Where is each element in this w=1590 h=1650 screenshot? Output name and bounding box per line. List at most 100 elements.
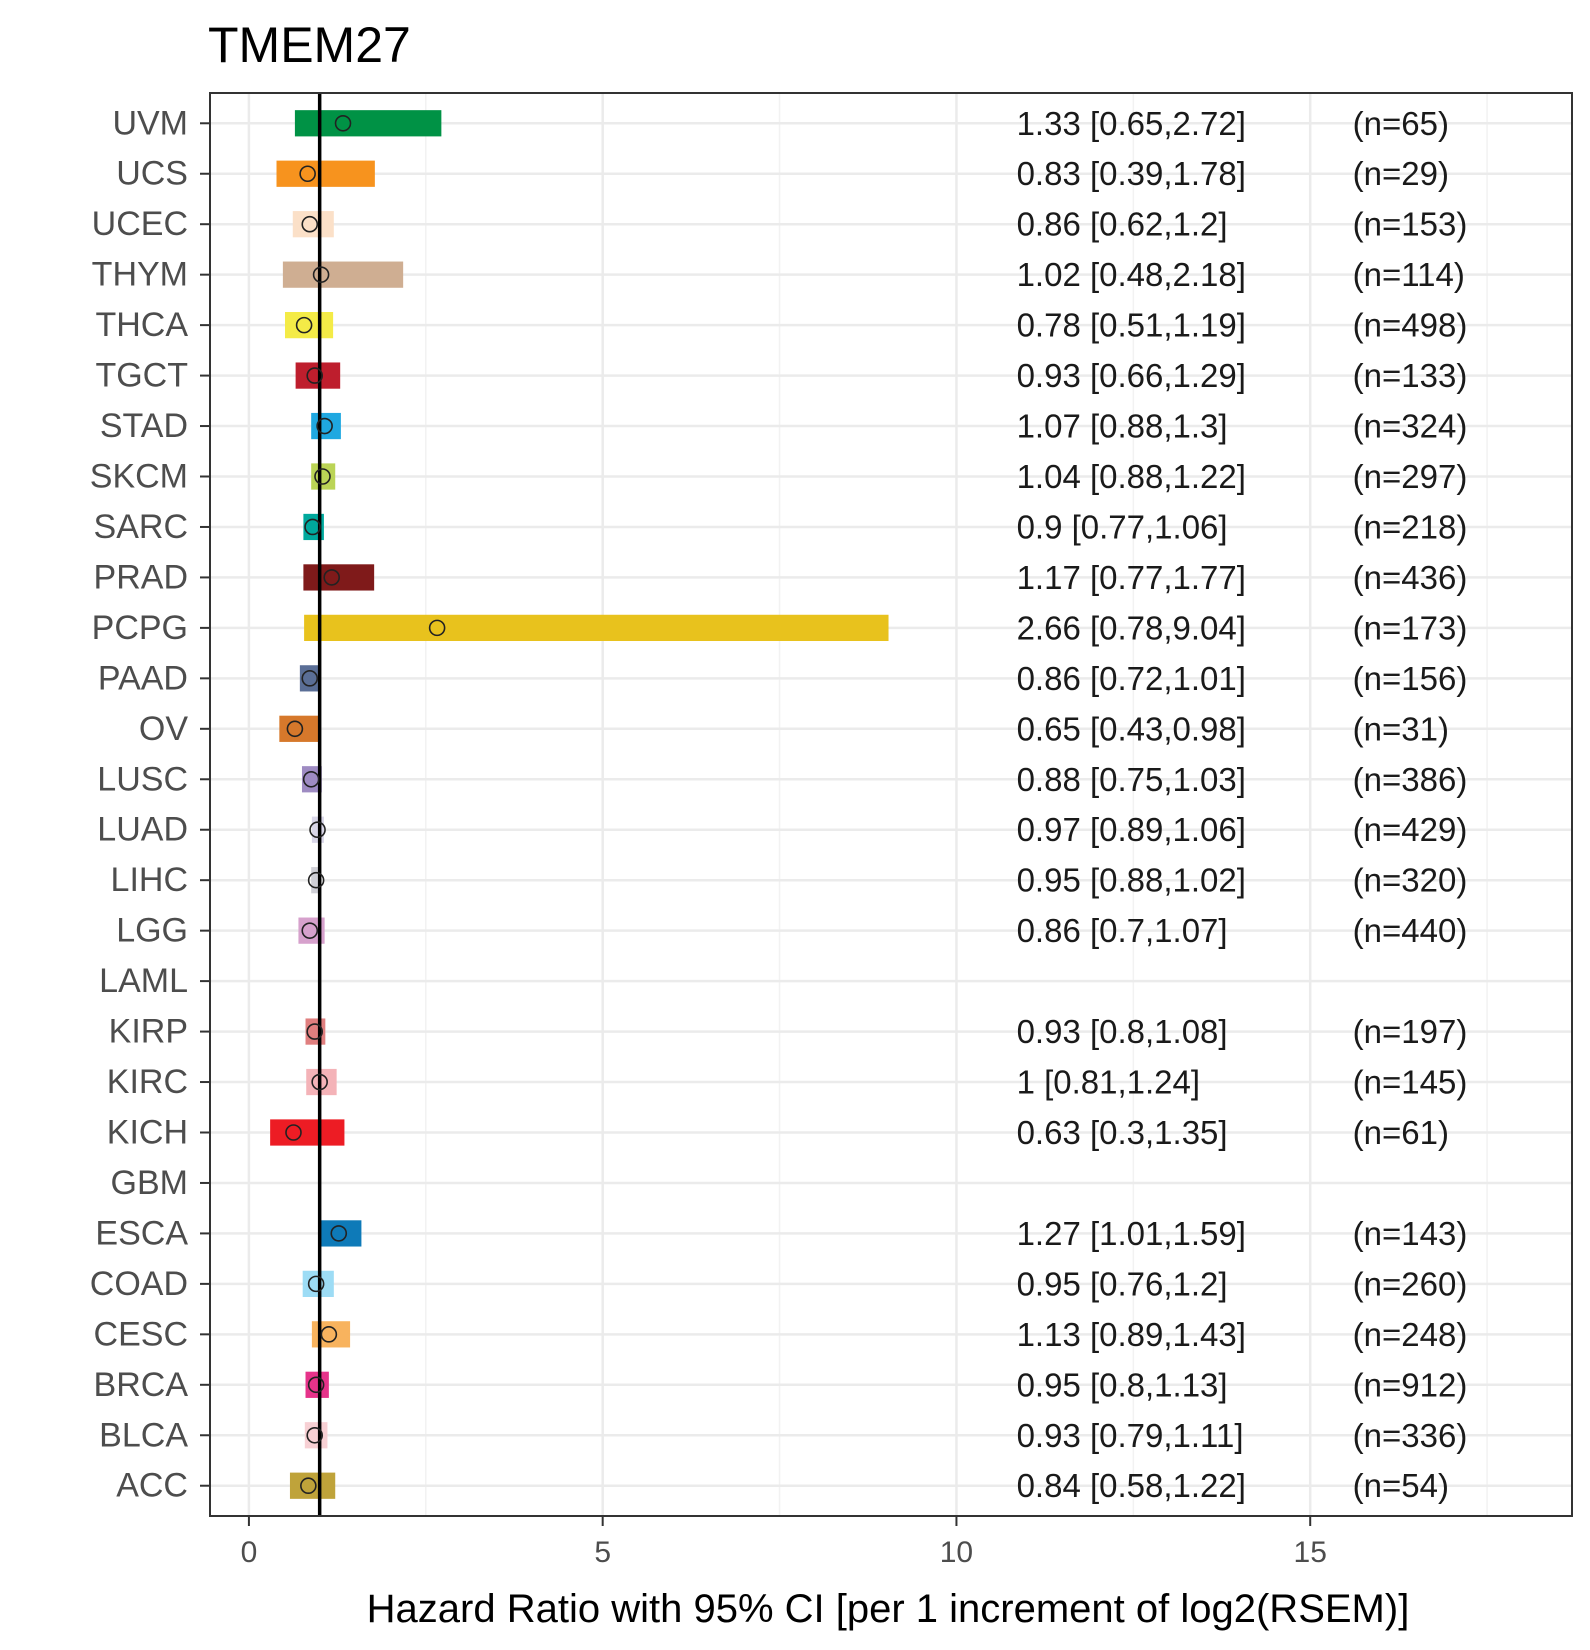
ci-text-luad: 0.97 [0.89,1.06]: [1017, 811, 1246, 848]
hr-point-thca: [295, 316, 313, 334]
chart-title: TMEM27: [208, 17, 411, 73]
y-tick-label-pcpg: PCPG: [92, 609, 188, 647]
hr-point-brca: [307, 1376, 325, 1394]
y-tick-label-coad: COAD: [90, 1265, 188, 1303]
ci-text-sarc: 0.9 [0.77,1.06]: [1017, 508, 1228, 545]
ci-text-stad: 1.07 [0.88,1.3]: [1017, 408, 1228, 445]
y-tick-label-thca: THCA: [95, 306, 188, 344]
ci-bar-stad: [311, 412, 341, 440]
n-text-kich: (n=61): [1353, 1114, 1449, 1151]
y-tick-label-blca: BLCA: [99, 1416, 188, 1454]
ci-bar-ucec: [292, 211, 334, 238]
ci-text-lgg: 0.86 [0.7,1.07]: [1017, 912, 1228, 949]
y-tick-label-prad: PRAD: [94, 558, 188, 596]
ci-text-skcm: 1.04 [0.88,1.22]: [1017, 458, 1246, 495]
n-text-thca: (n=498): [1353, 307, 1468, 344]
ci-text-acc: 0.84 [0.58,1.22]: [1017, 1467, 1246, 1504]
hr-point-sarc: [304, 518, 321, 536]
hr-point-acc: [300, 1477, 317, 1495]
x-axis-title: Hazard Ratio with 95% CI [per 1 incremen…: [367, 1587, 1410, 1631]
ci-text-uvm: 1.33 [0.65,2.72]: [1017, 105, 1246, 142]
n-text-lgg: (n=440): [1353, 912, 1468, 949]
hr-point-ucec: [301, 215, 319, 233]
annotations: 1.33 [0.65,2.72] (n=65) 0.83 [0.39,1.78] (n…: [1017, 105, 1468, 1504]
ci-text-pcpg: 2.66 [0.78,9.04]: [1017, 609, 1246, 646]
y-tick-label-brca: BRCA: [94, 1366, 189, 1404]
ci-bar-blca: [304, 1422, 328, 1449]
y-tick-label-laml: LAML: [99, 962, 188, 1000]
ci-bar-kich: [270, 1119, 345, 1146]
n-text-lihc: (n=320): [1353, 862, 1468, 899]
y-tick-label-luad: LUAD: [97, 811, 188, 849]
ci-text-prad: 1.17 [0.77,1.77]: [1017, 559, 1246, 596]
n-text-stad: (n=324): [1353, 408, 1468, 445]
ci-text-tgct: 0.93 [0.66,1.29]: [1017, 357, 1246, 394]
hr-point-thym: [312, 266, 330, 283]
x-tick-label: 5: [594, 1536, 611, 1569]
y-tick-label-kirp: KIRP: [109, 1013, 188, 1051]
y-tick-label-ucec: UCEC: [92, 205, 188, 243]
y-tick-label-ucs: UCS: [116, 155, 188, 193]
n-text-brca: (n=912): [1353, 1366, 1468, 1403]
y-tick-label-lihc: LIHC: [111, 861, 188, 899]
y-tick-label-skcm: SKCM: [90, 458, 188, 496]
ci-bar-pcpg: [304, 614, 889, 642]
n-text-kirc: (n=145): [1353, 1064, 1468, 1101]
hr-point-kirc: [311, 1073, 328, 1091]
ci-bar-acc: [289, 1472, 336, 1499]
y-axis: UVM UCS UCEC THYM THCA TGCT STAD SKCM SARC PRAD PC…: [90, 104, 210, 1505]
n-text-coad: (n=260): [1353, 1265, 1468, 1302]
ci-bar-thym: [282, 261, 404, 288]
n-text-sarc: (n=218): [1353, 508, 1468, 545]
y-tick-label-ov: OV: [139, 710, 188, 748]
ci-bar-lihc: [311, 867, 322, 894]
x-tick-label: 10: [940, 1536, 973, 1569]
hr-points: [285, 114, 446, 1495]
ci-text-ov: 0.65 [0.43,0.98]: [1017, 710, 1246, 747]
ci-text-ucs: 0.83 [0.39,1.78]: [1017, 155, 1246, 192]
hr-point-blca: [306, 1426, 324, 1444]
y-tick-label-uvm: UVM: [112, 104, 188, 142]
y-tick-label-sarc: SARC: [94, 508, 188, 546]
hr-point-lgg: [301, 922, 319, 939]
ci-bar-esca: [320, 1220, 362, 1247]
hr-point-kirp: [306, 1023, 324, 1040]
n-text-esca: (n=143): [1353, 1215, 1468, 1252]
ci-text-kirp: 0.93 [0.8,1.08]: [1017, 1013, 1228, 1050]
hr-point-esca: [330, 1225, 348, 1242]
n-text-ov: (n=31): [1353, 710, 1449, 747]
hr-point-tgct: [306, 367, 324, 384]
ci-text-coad: 0.95 [0.76,1.2]: [1017, 1265, 1228, 1302]
y-tick-label-paad: PAAD: [98, 659, 188, 697]
ci-text-blca: 0.93 [0.79,1.11]: [1017, 1417, 1244, 1454]
ci-text-lihc: 0.95 [0.88,1.02]: [1017, 862, 1246, 899]
hr-point-uvm: [334, 114, 352, 132]
ci-text-kich: 0.63 [0.3,1.35]: [1017, 1114, 1228, 1151]
hr-point-paad: [301, 670, 319, 687]
ci-text-cesc: 1.13 [0.89,1.43]: [1017, 1316, 1246, 1353]
hr-point-cesc: [320, 1326, 338, 1343]
ci-text-thca: 0.78 [0.51,1.19]: [1017, 307, 1246, 344]
ci-bar-ov: [279, 715, 319, 742]
y-tick-label-tgct: TGCT: [95, 357, 188, 395]
n-text-uvm: (n=65): [1353, 105, 1449, 142]
ci-bar-thca: [284, 312, 334, 339]
n-text-ucec: (n=153): [1353, 206, 1468, 243]
ci-text-paad: 0.86 [0.72,1.01]: [1017, 660, 1246, 697]
ci-text-ucec: 0.86 [0.62,1.2]: [1017, 206, 1228, 243]
hr-point-coad: [307, 1275, 325, 1293]
y-tick-label-acc: ACC: [116, 1467, 188, 1505]
n-text-skcm: (n=297): [1353, 458, 1468, 495]
n-text-paad: (n=156): [1353, 660, 1468, 697]
hr-point-skcm: [314, 468, 331, 485]
hr-point-lusc: [302, 770, 320, 788]
n-text-lusc: (n=386): [1353, 761, 1468, 798]
n-text-ucs: (n=29): [1353, 155, 1449, 192]
n-text-luad: (n=429): [1353, 811, 1468, 848]
hr-point-pcpg: [428, 619, 446, 637]
n-text-thym: (n=114): [1353, 256, 1465, 293]
ci-bar-tgct: [295, 362, 341, 389]
n-text-kirp: (n=197): [1353, 1013, 1468, 1050]
